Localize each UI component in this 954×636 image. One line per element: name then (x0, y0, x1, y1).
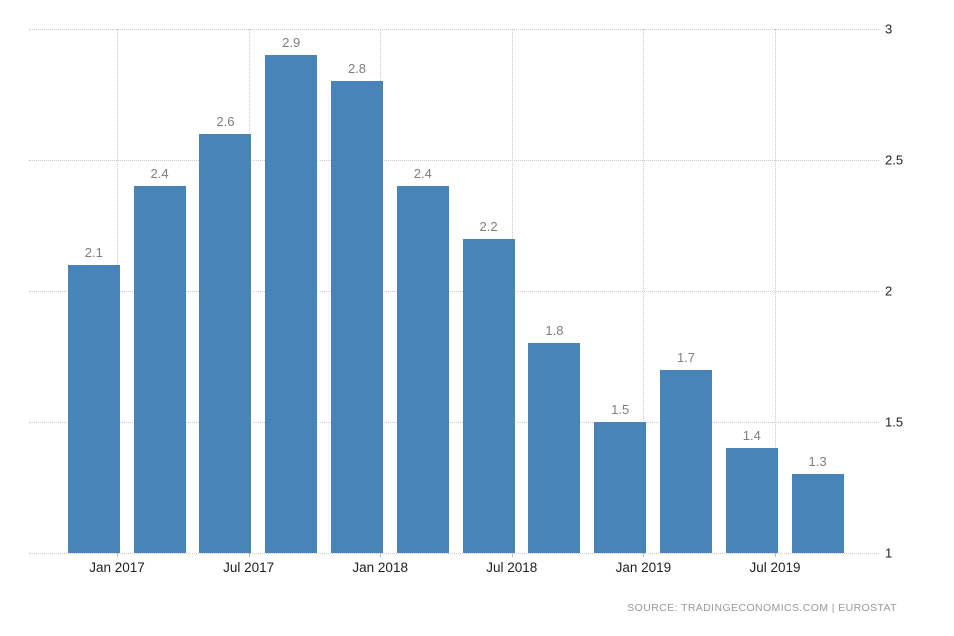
bar-value-label: 2.2 (479, 218, 498, 234)
bar (67, 264, 120, 553)
bar-value-label: 2.9 (282, 35, 301, 51)
gridline-horizontal (29, 553, 879, 554)
x-axis-label: Jul 2018 (486, 560, 538, 575)
x-axis-label: Jan 2018 (352, 560, 408, 575)
source-text: SOURCE: TRADINGECONOMICS.COM | EUROSTAT (627, 602, 897, 614)
x-axis-tick (643, 553, 645, 557)
x-axis-label: Jan 2017 (89, 560, 145, 575)
x-axis-tick (511, 553, 513, 557)
y-axis-label: 2 (885, 283, 893, 299)
bar-value-label: 1.8 (545, 323, 564, 339)
bar (660, 369, 712, 553)
bar-value-label: 2.6 (216, 113, 235, 129)
x-axis-tick (248, 553, 250, 557)
x-axis-label: Jan 2019 (615, 560, 672, 575)
bar-value-label: 1.4 (742, 428, 761, 444)
bar (528, 343, 581, 553)
bar (462, 238, 515, 553)
x-axis-tick (775, 553, 776, 557)
plot-area: 3 2.5 2 1.5 1 Jan 2017 Jul 2017 Jan 2018 Jul 201… (29, 22, 903, 575)
gridline-horizontal (29, 422, 879, 423)
x-axis-tick (380, 553, 382, 557)
bar (199, 133, 252, 553)
bar (396, 186, 449, 553)
gridline-horizontal (29, 160, 879, 161)
y-axis-label: 1.5 (885, 414, 904, 430)
bar (791, 474, 844, 553)
bar-value-label: 1.5 (611, 402, 630, 417)
bar-value-label: 1.3 (808, 454, 827, 470)
gridline-horizontal (29, 29, 879, 30)
x-axis-label: Jul 2017 (223, 560, 275, 575)
bar-value-label: 2.8 (347, 61, 367, 77)
bar (133, 186, 186, 553)
x-axis-label: Jul 2019 (749, 560, 801, 575)
gridline-vertical (643, 29, 645, 553)
bar (594, 422, 647, 553)
bar-value-label: 2.1 (84, 244, 103, 260)
bar (331, 81, 383, 553)
bar-value-label: 1.7 (676, 349, 696, 365)
bar (725, 448, 778, 553)
bar-value-label: 2.4 (150, 166, 169, 182)
gridline-horizontal (29, 291, 879, 292)
y-axis-label: 2.5 (885, 152, 904, 168)
y-axis-label: 1 (885, 545, 893, 561)
y-axis-label: 3 (885, 21, 893, 37)
bar (265, 55, 318, 553)
gridline-vertical (775, 29, 776, 553)
x-axis-tick (117, 553, 118, 557)
bar-value-label: 2.4 (413, 166, 432, 182)
